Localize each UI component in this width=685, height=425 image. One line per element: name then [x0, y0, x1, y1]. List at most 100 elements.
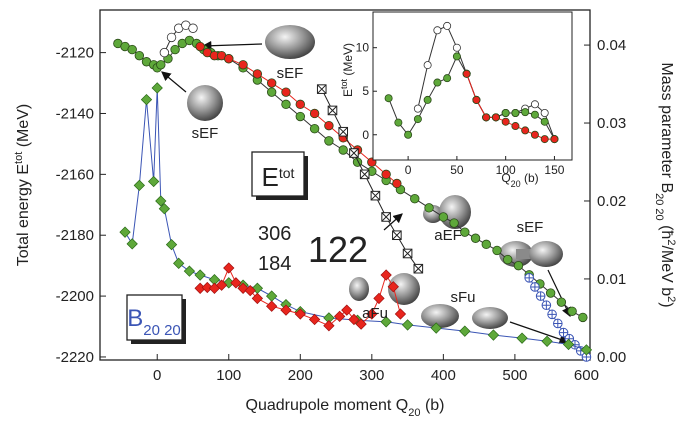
marker: [188, 23, 198, 33]
dot: [550, 135, 559, 144]
marker: [173, 257, 185, 269]
marker: [324, 136, 334, 146]
cross: [349, 148, 359, 158]
dot: [324, 120, 334, 131]
diamond: [155, 195, 167, 207]
marker: [530, 282, 540, 292]
marker: [308, 313, 321, 326]
marker: [462, 69, 471, 78]
dot: [481, 239, 491, 250]
marker: [355, 318, 367, 330]
cross: [370, 190, 381, 201]
y2-axis-title: Mass parameter B20 20 (ħ2/MeV b2): [653, 62, 677, 307]
dot: [482, 113, 491, 122]
nuclide-label: 122: [308, 229, 368, 270]
dot: [521, 108, 530, 117]
shape-label: sFu: [450, 289, 475, 306]
dot: [224, 53, 234, 64]
dot: [134, 50, 145, 61]
marker: [309, 108, 320, 119]
marker: [482, 113, 491, 122]
diamond: [541, 335, 553, 347]
marker: [433, 26, 442, 35]
dot: [578, 312, 588, 323]
dot: [413, 115, 422, 124]
plot-frame: [99, 9, 591, 361]
marker: [281, 87, 291, 97]
marker: [578, 312, 588, 323]
marker: [170, 44, 180, 55]
marker: [266, 300, 278, 312]
y2-tick-label: 0.04: [597, 37, 626, 54]
marker: [195, 41, 205, 52]
inset-x-title-part: 20: [511, 179, 521, 189]
dot: [470, 233, 481, 243]
inset-y-title-part: E: [341, 89, 355, 97]
dot: [170, 44, 180, 55]
marker: [324, 120, 334, 131]
marker: [165, 238, 178, 251]
diamond: [266, 290, 278, 302]
energy-box-label: Etot: [262, 162, 295, 192]
cross: [530, 282, 540, 292]
marker: [470, 233, 481, 243]
mass-box-label-part: 20 20: [143, 322, 181, 339]
diamond: [133, 179, 145, 192]
marker: [413, 115, 422, 124]
marker: [266, 290, 278, 302]
marker: [133, 179, 145, 192]
x-axis-title-part: (b): [421, 397, 445, 414]
dot: [266, 78, 277, 88]
marker: [251, 292, 264, 305]
marker: [341, 304, 353, 316]
marker: [127, 44, 137, 55]
dot: [404, 130, 413, 139]
diamond: [308, 313, 321, 326]
x-tick-label: 600: [574, 367, 599, 384]
y2-axis-title-part: 20 20: [653, 193, 665, 221]
marker: [309, 123, 320, 134]
dot: [295, 111, 305, 122]
diamond: [140, 93, 153, 106]
diamond: [244, 284, 256, 297]
dot: [492, 245, 502, 256]
marker: [516, 332, 528, 344]
dot: [472, 95, 481, 104]
dot: [462, 69, 471, 78]
marker: [381, 169, 391, 180]
dot: [540, 135, 549, 144]
marker: [580, 344, 593, 356]
diamond: [165, 238, 178, 251]
y2-tick-label: 0.03: [597, 115, 626, 132]
dot: [127, 44, 137, 55]
mass-box-label-part: B: [127, 305, 143, 332]
dot: [530, 110, 539, 119]
diamond: [516, 332, 528, 344]
dot: [338, 145, 348, 155]
dot: [460, 227, 470, 237]
marker: [126, 238, 138, 250]
marker: [158, 203, 171, 215]
marker: [359, 169, 370, 180]
dot: [449, 218, 459, 228]
y-tick-label: -2220: [56, 349, 94, 366]
dot: [567, 306, 577, 317]
dot: [188, 23, 198, 33]
cross: [402, 248, 413, 259]
inset-y-tick-label: 10: [356, 41, 370, 55]
marker: [295, 99, 305, 110]
marker: [349, 148, 359, 158]
dot: [392, 178, 402, 189]
energy-box-label-part: E: [262, 162, 279, 192]
diamond: [230, 277, 242, 289]
y-axis-title-part: (MeV): [15, 104, 32, 152]
diamond: [173, 257, 185, 269]
marker: [443, 21, 452, 30]
dot: [413, 104, 422, 113]
cross: [413, 264, 423, 274]
cross: [553, 319, 563, 328]
dot: [309, 123, 320, 134]
marker: [119, 226, 131, 238]
series-line: [321, 88, 419, 269]
